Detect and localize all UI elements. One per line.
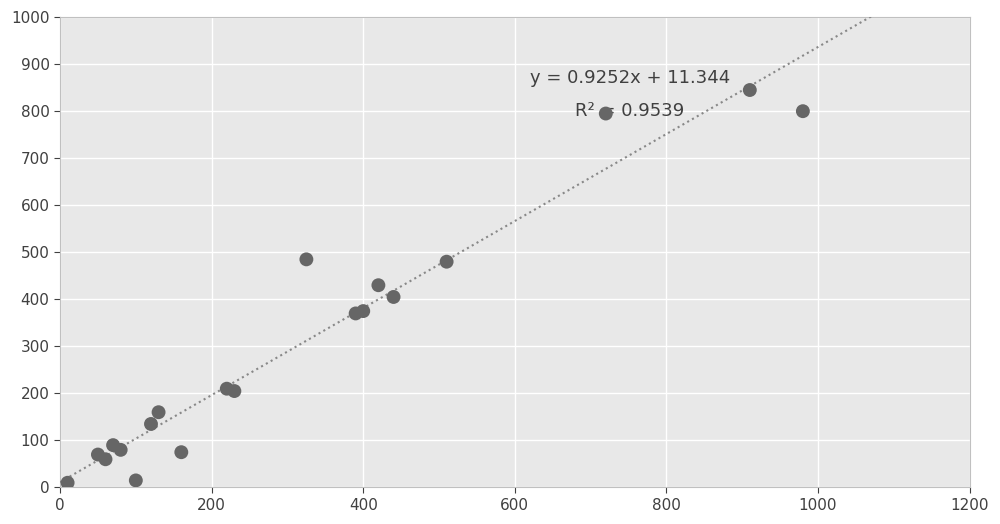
Point — [348, 309, 364, 318]
Point — [742, 86, 758, 94]
Point — [173, 448, 189, 456]
Point — [598, 110, 614, 118]
Point — [439, 257, 455, 266]
Point — [355, 307, 371, 315]
Point — [386, 293, 402, 301]
Point — [90, 450, 106, 458]
Point — [226, 387, 242, 395]
Point — [219, 385, 235, 393]
Point — [370, 281, 386, 289]
Point — [298, 255, 314, 264]
Point — [795, 107, 811, 115]
Point — [128, 476, 144, 485]
Point — [113, 445, 129, 454]
Point — [60, 478, 76, 487]
Text: y = 0.9252x + 11.344: y = 0.9252x + 11.344 — [530, 69, 730, 88]
Point — [105, 441, 121, 450]
Text: R² = 0.9539: R² = 0.9539 — [575, 102, 685, 120]
Point — [143, 420, 159, 428]
Point — [151, 408, 167, 417]
Point — [98, 455, 114, 463]
